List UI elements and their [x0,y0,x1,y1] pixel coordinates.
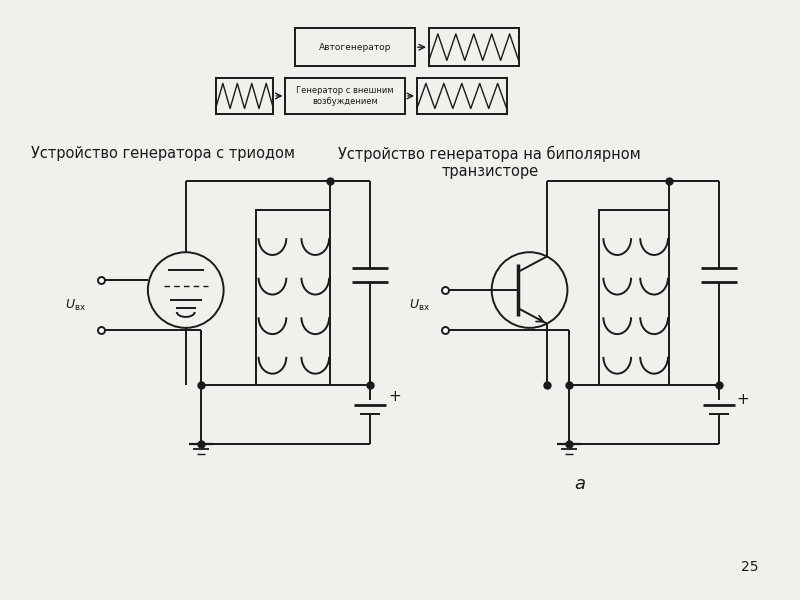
Text: Устройство генератора на биполярном
транзисторе: Устройство генератора на биполярном тран… [338,146,641,179]
Text: a: a [574,475,585,493]
Bar [429,28,518,66]
Text: +: + [388,389,401,404]
Bar [255,211,330,385]
Text: +: + [737,392,750,407]
Bar [417,78,506,114]
Bar [286,78,405,114]
Bar [216,78,274,114]
Text: $U_{\rm вх}$: $U_{\rm вх}$ [409,298,430,313]
Text: Устройство генератора с триодом: Устройство генератора с триодом [31,146,295,161]
Bar [295,28,415,66]
Text: Автогенератор: Автогенератор [319,43,391,52]
Bar [599,211,669,385]
Text: $U_{\rm вх}$: $U_{\rm вх}$ [65,298,86,313]
Text: 25: 25 [742,560,758,574]
Text: Генератор с внешним
возбуждением: Генератор с внешним возбуждением [297,86,394,106]
